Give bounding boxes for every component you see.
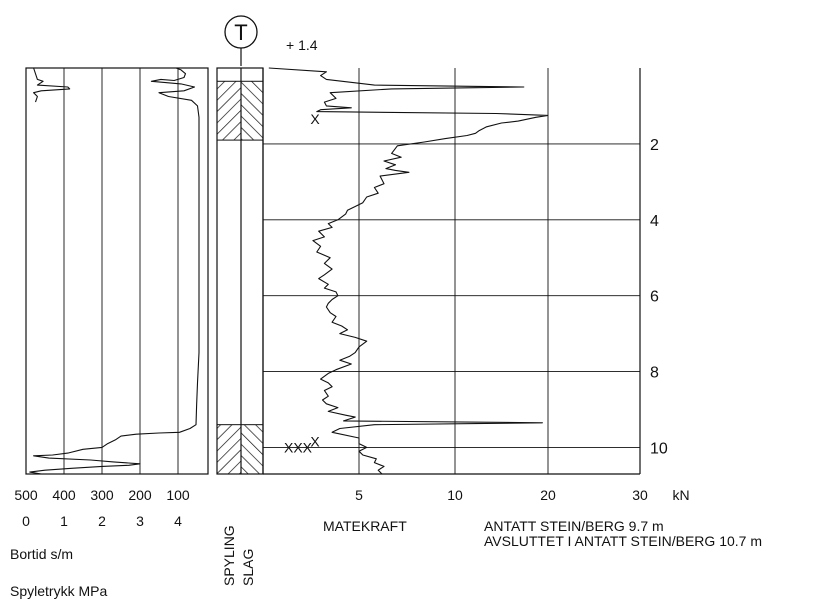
matekraft-label: MATEKRAFT	[323, 519, 407, 533]
left-panel: 500 400 300 200 100 0 1 2 3 4	[14, 68, 208, 529]
bortid-tick-label: 400	[52, 487, 76, 503]
spyletrykk-tick-label: 1	[60, 513, 68, 529]
spyletrykk-label: Spyletrykk MPa	[10, 584, 107, 598]
borehole-symbol-letter: T	[234, 20, 247, 45]
left-panel-tick-labels: 500 400 300 200 100 0 1 2 3 4	[14, 487, 190, 529]
marker-label: XXX	[284, 439, 313, 455]
middle-strip-hatch	[217, 81, 263, 474]
note-stein-berg: ANTATT STEIN/BERG 9.7 m	[484, 519, 664, 533]
bortid-label: Bortid s/m	[10, 547, 73, 561]
marker-label: X	[310, 111, 320, 127]
middle-strip	[217, 68, 263, 474]
left-panel-frame	[26, 68, 208, 474]
bortid-tick-label: 500	[14, 487, 38, 503]
slag-hatch-interval	[241, 81, 263, 140]
spyletrykk-tick-label: 3	[136, 513, 144, 529]
spyletrykk-tick-label: 4	[174, 513, 182, 529]
bortid-tick-label: 100	[166, 487, 190, 503]
elevation-label: + 1.4	[286, 37, 318, 53]
spyling-label: SPYLING	[221, 525, 237, 586]
slag-hatch-interval	[241, 425, 263, 474]
spyletrykk-tick-label: 2	[98, 513, 106, 529]
right-panel-curve	[269, 68, 548, 474]
matekraft-series-line	[269, 68, 548, 474]
left-panel-curves	[30, 68, 199, 474]
spyling-hatch-interval	[217, 425, 241, 474]
note-avsluttet: AVSLUTTET I ANTATT STEIN/BERG 10.7 m	[484, 534, 762, 548]
matekraft-tick-label: 10	[447, 487, 463, 503]
depth-tick-label: 10	[650, 440, 668, 457]
borehole-symbol: T	[225, 16, 257, 48]
matekraft-tick-label: 5	[355, 487, 363, 503]
matekraft-unit-label: kN	[672, 487, 689, 503]
spyletrykk-tick-label: 0	[22, 513, 30, 529]
bortid-tick-label: 200	[128, 487, 152, 503]
bortid-series-line	[30, 68, 199, 474]
right-panel-tick-labels: 5 10 20 30 kN 2 4 6 8 10	[355, 137, 689, 503]
right-panel-gridlines	[263, 68, 640, 474]
slag-label: SLAG	[240, 549, 256, 586]
depth-tick-label: 4	[650, 213, 659, 230]
matekraft-tick-label: 30	[632, 487, 648, 503]
left-panel-gridlines	[64, 68, 178, 474]
depth-tick-label: 2	[650, 137, 659, 154]
depth-tick-label: 6	[650, 289, 659, 306]
bortid-tick-label: 300	[90, 487, 114, 503]
spyling-hatch-interval	[217, 81, 241, 140]
depth-tick-label: 8	[650, 365, 659, 382]
matekraft-tick-label: 20	[540, 487, 556, 503]
